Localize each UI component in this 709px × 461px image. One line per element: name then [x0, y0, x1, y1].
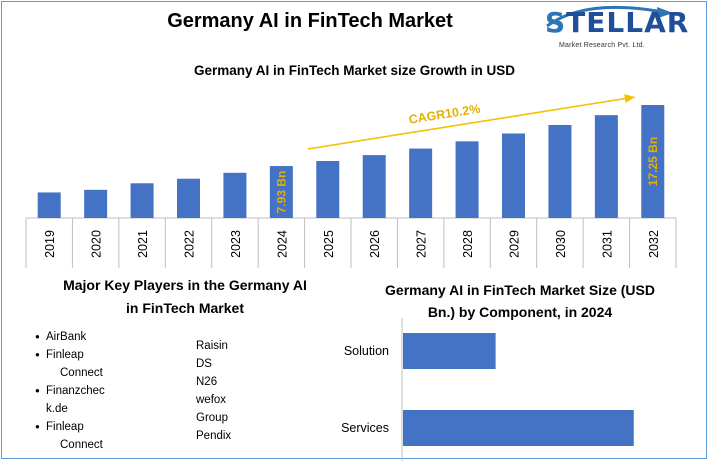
x-tick-label: 2024: [275, 230, 289, 258]
x-tick-label: 2031: [600, 230, 614, 258]
player-pendix: Pendix: [196, 430, 232, 442]
x-tick-label: 2029: [508, 230, 522, 258]
logo-subtitle: Market Research Pvt. Ltd.: [559, 42, 645, 49]
player-raisin: Raisin: [196, 340, 228, 352]
logo-word-rest: TELLAR: [566, 6, 690, 39]
bar-2019: [37, 192, 61, 218]
x-tick-label: 2019: [43, 230, 57, 258]
x-tick-label: 2020: [90, 230, 104, 258]
component-chart-title-line-1: Germany AI in FinTech Market Size (USD: [385, 282, 655, 298]
player-name: Finanzchec: [46, 385, 105, 397]
player-finleap-connect-2: Finleap: [35, 418, 105, 436]
x-tick-label: 2028: [461, 230, 475, 258]
player-name: Finleap: [46, 421, 84, 433]
player-ds: DS: [196, 358, 212, 370]
bar-2024: [269, 166, 293, 218]
x-tick-label: 2023: [229, 230, 243, 258]
bar-2027: [409, 148, 433, 218]
x-tick-label: 2030: [554, 230, 568, 258]
key-players-list-1: AirBank Finleap Connect Finanzchec k.de …: [35, 328, 105, 454]
bar-2028: [455, 141, 479, 218]
player-name: AirBank: [46, 331, 87, 343]
bar-2021: [130, 183, 154, 218]
x-tick-label: 2021: [136, 230, 150, 258]
bar-2026: [362, 155, 386, 218]
key-players-title-line-2: in FinTech Market: [126, 300, 244, 316]
key-players-title: Major Key Players in the Germany AI in F…: [25, 274, 345, 320]
bar-2023: [223, 172, 247, 218]
logo-letter: S: [545, 6, 567, 39]
stellar-logo: STELLAR Market Research Pvt. Ltd.: [545, 4, 695, 54]
bar-2029: [502, 133, 525, 218]
logo-wordmark: STELLAR: [545, 6, 689, 39]
data-label: 7.93 Bn: [274, 171, 288, 214]
bar-2032: [641, 105, 665, 218]
x-tick-label: 2027: [415, 230, 429, 258]
player-finleap-connect-1: Finleap: [35, 346, 105, 364]
player-n26: N26: [196, 376, 218, 388]
x-tick-label: 2026: [368, 230, 382, 258]
player-name-continued: Connect: [60, 367, 103, 379]
bar-2025: [316, 161, 340, 218]
component-chart-title-line-2: Bn.) by Component, in 2024: [427, 304, 613, 320]
key-players-list-2: Raisin DS N26 wefox Group Pendix: [196, 337, 231, 445]
player-name-continued: Connect: [60, 439, 103, 451]
x-tick-label: 2022: [183, 230, 197, 258]
cagr-arrow-head: [624, 94, 635, 104]
player-finanzcheck: Finanzchec: [35, 382, 105, 400]
bar-2022: [177, 178, 200, 218]
player-airbank: AirBank: [35, 328, 105, 346]
data-label: 17.25 Bn: [646, 137, 660, 186]
cagr-arrow-line: [307, 96, 635, 150]
player-group: Group: [196, 412, 228, 424]
bar-2020: [84, 189, 108, 218]
x-tick-label: 2032: [647, 230, 661, 258]
logo-swoosh-icon: [546, 5, 673, 28]
page-title: Germany AI in FinTech Market: [167, 10, 453, 32]
bar-2030: [548, 124, 572, 218]
player-name: Finleap: [46, 349, 84, 361]
growth-chart-title: Germany AI in FinTech Market size Growth…: [193, 63, 516, 78]
key-players-title-line-1: Major Key Players in the Germany AI: [63, 277, 307, 293]
component-chart-title: Germany AI in FinTech Market Size (USD B…: [360, 279, 680, 323]
player-name-continued: k.de: [46, 403, 68, 415]
x-tick-label: 2025: [322, 230, 336, 258]
player-wefox: wefox: [196, 394, 227, 406]
bar-2031: [594, 115, 618, 218]
